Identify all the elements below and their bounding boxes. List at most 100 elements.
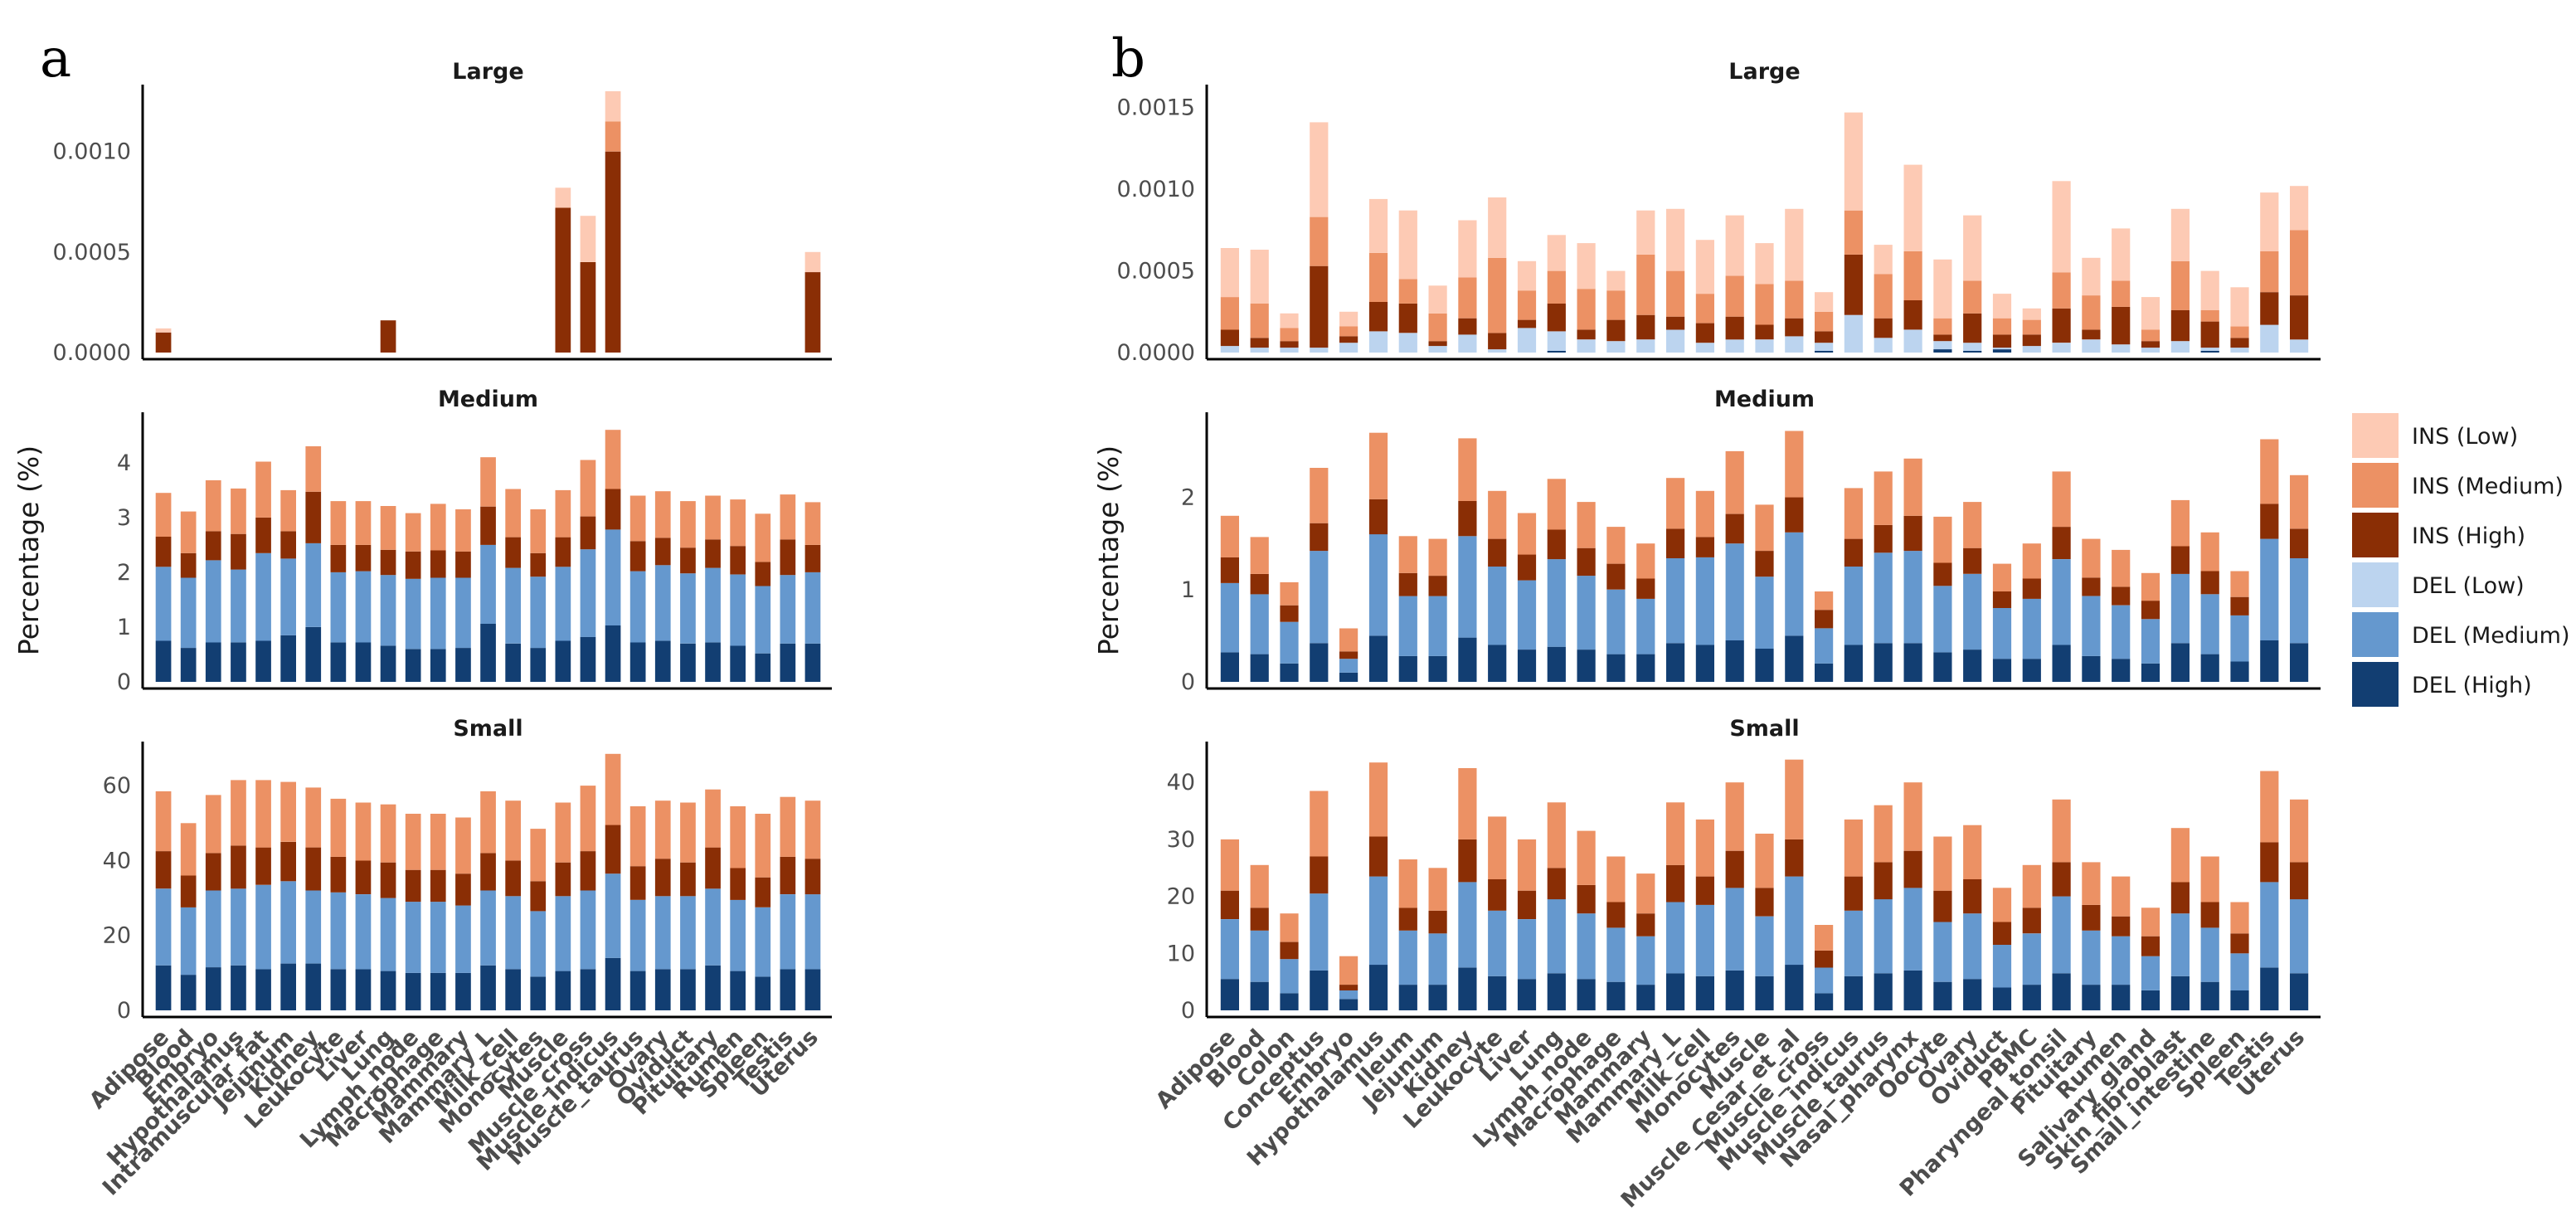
bar-liver-ins-high: [1517, 319, 1537, 328]
bar-conceptus-ins-high: [1310, 523, 1329, 552]
bar-hypothalamus-del-low: [1368, 331, 1388, 353]
legend-swatch-del-high: [2352, 662, 2399, 707]
bar-rumen-del-high: [730, 971, 746, 1010]
bar-hypothalamus-ins-high: [1368, 302, 1388, 332]
bar-muscle-cross-ins-medium: [1815, 591, 1834, 611]
bar-oviduct-ins-medium: [680, 802, 696, 863]
bar-adipose-ins-high: [155, 851, 172, 889]
bar-embryo-ins-medium: [1339, 326, 1358, 337]
bar-blood-ins-medium: [1250, 864, 1269, 908]
bar-salivary-gland-del-low: [2141, 348, 2160, 353]
bar-jejunum-ins-high: [280, 841, 296, 882]
bar-blood-ins-high: [180, 552, 197, 578]
bar-muscle-indicus-ins-high: [605, 489, 621, 530]
bar-jejunum-ins-low: [1428, 285, 1447, 314]
bar-oviduct-del-medium: [1992, 608, 2012, 659]
bar-muscle-cross-ins-high: [1815, 950, 1834, 968]
bar-macrophage-del-high: [430, 649, 446, 682]
bar-salivary-gland-ins-medium: [2141, 572, 2160, 601]
bar-spleen-ins-medium: [2230, 326, 2249, 338]
bar-intramuscular-fat-del-medium: [255, 552, 271, 641]
bar-pituitary-del-high: [2082, 655, 2101, 682]
bar-conceptus-del-medium: [1310, 893, 1329, 971]
bar-intramuscular-fat-ins-medium: [255, 461, 271, 518]
bar-mammary-ins-high: [455, 551, 471, 578]
bar-testis-del-high: [2260, 967, 2279, 1010]
bar-pituitary-del-medium: [705, 567, 721, 643]
bar-pituitary-del-medium: [2082, 930, 2101, 985]
subplot-title: Large: [1728, 59, 1800, 85]
bar-muscle-cross-del-high: [1815, 993, 1834, 1010]
bar-lung-del-high: [1547, 973, 1566, 1010]
bar-hypothalamus-del-medium: [1368, 534, 1388, 636]
bar-muscle-indicus-ins-high: [605, 151, 621, 353]
bar-muscle-ins-high: [555, 537, 571, 567]
bar-small-intestine-ins-high: [2200, 571, 2219, 595]
bar-pharyngeal-tonsil-ins-medium: [2052, 272, 2071, 309]
bar-muscle-cesar-et-al-ins-high: [1785, 839, 1804, 877]
bar-lung-del-medium: [1547, 899, 1566, 974]
bar-spleen-ins-medium: [2230, 902, 2249, 934]
bar-testis-ins-medium: [2260, 439, 2279, 504]
bar-pituitary-ins-high: [705, 847, 721, 889]
bar-pbmc-del-medium: [2022, 598, 2041, 659]
bar-salivary-gland-del-medium: [2141, 956, 2160, 990]
bar-monocytes-ins-medium: [1725, 275, 1744, 317]
bar-kidney-ins-high: [305, 491, 322, 543]
bar-lymph-node-del-medium: [1577, 576, 1596, 650]
bar-lung-del-high: [380, 645, 396, 682]
bar-lymph-node-ins-high: [1577, 329, 1596, 340]
bar-oviduct-del-medium: [680, 896, 696, 970]
bar-macrophage-ins-high: [430, 869, 446, 903]
bar-muscle-indicus-ins-high: [605, 825, 621, 874]
bar-mammary-l-del-medium: [1666, 558, 1685, 644]
bar-muscle-cesar-et-al-ins-medium: [1785, 280, 1804, 319]
bar-mammary-ins-high: [455, 873, 471, 906]
bar-small-intestine-del-high: [2200, 654, 2219, 682]
bar-adipose-ins-medium: [1220, 297, 1239, 330]
bar-muscle-cross-ins-medium: [1815, 925, 1834, 951]
bar-nasal-pharynx-ins-high: [1903, 850, 1922, 888]
bar-kidney-ins-high: [1458, 501, 1477, 537]
bar-leukocyte-ins-high: [330, 856, 347, 893]
bar-macrophage-ins-high: [1606, 563, 1626, 590]
bar-mammary-del-medium: [455, 577, 471, 648]
bar-pituitary-ins-high: [2082, 904, 2101, 931]
bar-liver-ins-medium: [355, 501, 372, 545]
bar-muscle-indicus-ins-medium: [605, 430, 621, 489]
bar-adipose-del-high: [155, 965, 172, 1010]
bar-colon-del-high: [1280, 663, 1299, 682]
bar-mammary-l-del-medium: [480, 890, 496, 966]
bar-blood-ins-high: [1250, 907, 1269, 931]
bar-muscle-taurus-del-high: [629, 642, 646, 682]
bar-milk-cell-del-high: [505, 969, 521, 1010]
bar-leukocyte-ins-medium: [330, 501, 347, 545]
bar-rumen-ins-medium: [2112, 280, 2131, 307]
y-tick-label: 0: [1181, 669, 1195, 695]
bar-uterus-ins-high: [2290, 295, 2309, 340]
bar-pbmc-ins-high: [2022, 907, 2041, 934]
bar-adipose-ins-medium: [155, 493, 172, 537]
bar-ovary-ins-medium: [1963, 280, 1982, 314]
bar-embryo-del-high: [1339, 999, 1358, 1010]
bar-hypothalamus-del-medium: [231, 888, 246, 966]
bar-spleen-ins-medium: [755, 814, 771, 878]
subplot-title: Medium: [438, 387, 538, 412]
bar-jejunum-ins-medium: [1428, 313, 1447, 342]
bar-macrophage-del-medium: [1606, 927, 1626, 982]
bar-uterus-ins-high: [2290, 862, 2309, 900]
bar-liver-ins-high: [1517, 890, 1537, 919]
bar-mammary-l-ins-medium: [1666, 270, 1685, 317]
bar-ileum-del-low: [1398, 333, 1417, 353]
bar-mammary-del-high: [455, 648, 471, 682]
bar-embryo-del-medium: [1339, 659, 1358, 673]
bar-testis-ins-medium: [780, 796, 796, 857]
bar-rumen-del-high: [2112, 659, 2131, 682]
bar-muscle-taurus-ins-high: [1874, 318, 1893, 338]
y-tick-label: 0.0000: [53, 340, 131, 366]
bar-macrophage-del-high: [1606, 654, 1626, 682]
bar-muscle-del-high: [1755, 649, 1774, 682]
bar-spleen-del-medium: [755, 907, 771, 977]
bar-mammary-l-del-high: [480, 624, 496, 682]
